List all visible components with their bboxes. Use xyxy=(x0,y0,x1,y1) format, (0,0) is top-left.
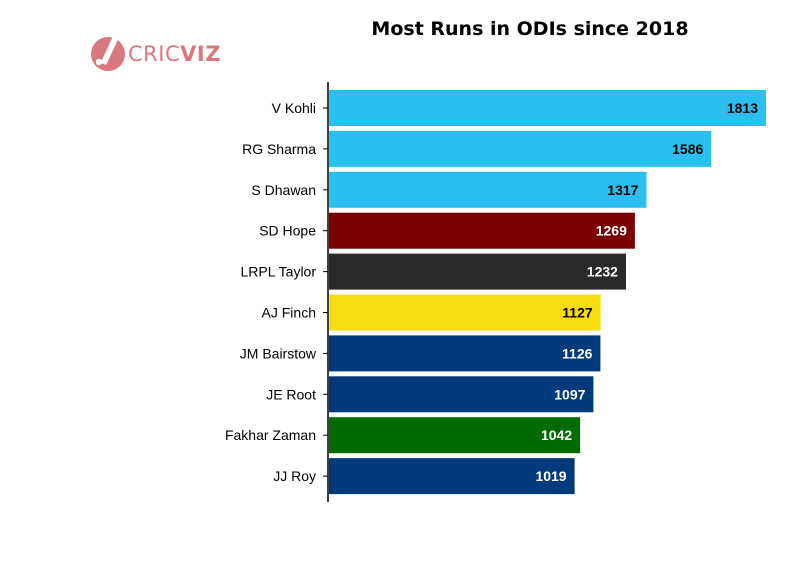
bar-value-label: 1317 xyxy=(607,182,638,198)
bar-value-label: 1232 xyxy=(587,264,618,280)
bar-value-label: 1127 xyxy=(562,305,593,321)
y-tick-label: AJ Finch xyxy=(262,305,316,321)
bar xyxy=(329,212,635,249)
y-tick-label: RG Sharma xyxy=(242,141,316,157)
bar-value-label: 1269 xyxy=(596,223,627,239)
y-tick-label: SD Hope xyxy=(259,223,316,239)
bar xyxy=(329,335,601,372)
y-tick-label: V Kohli xyxy=(272,100,316,116)
y-tick-label: LRPL Taylor xyxy=(241,264,317,280)
bar xyxy=(329,90,766,126)
bar xyxy=(329,458,575,495)
bar xyxy=(329,253,626,290)
y-tick-label: S Dhawan xyxy=(251,182,316,198)
cricket-bat-ball-icon xyxy=(91,33,125,71)
bar xyxy=(329,417,581,454)
logo-text: CRICVIZ xyxy=(128,42,221,66)
bar-value-label: 1586 xyxy=(672,141,703,157)
logo-text-cric: CRIC xyxy=(128,42,181,66)
bar xyxy=(329,130,712,167)
chart-title: Most Runs in ODIs since 2018 xyxy=(371,18,689,40)
bar xyxy=(329,171,647,208)
bar-value-label: 1097 xyxy=(554,386,585,402)
y-tick-label: JE Root xyxy=(266,386,316,402)
logo-text-viz: VIZ xyxy=(180,42,221,66)
y-tick-label: JJ Roy xyxy=(273,468,316,484)
bar-value-label: 1019 xyxy=(535,468,566,484)
y-tick-label: Fakhar Zaman xyxy=(225,427,316,443)
bar-value-label: 1813 xyxy=(727,100,758,116)
bar-value-label: 1042 xyxy=(541,427,572,443)
bar xyxy=(329,376,594,413)
cricviz-logo: CRICVIZ xyxy=(90,30,230,80)
y-tick-label: JM Bairstow xyxy=(240,345,317,361)
bar xyxy=(329,294,601,331)
bar-value-label: 1126 xyxy=(562,345,593,361)
